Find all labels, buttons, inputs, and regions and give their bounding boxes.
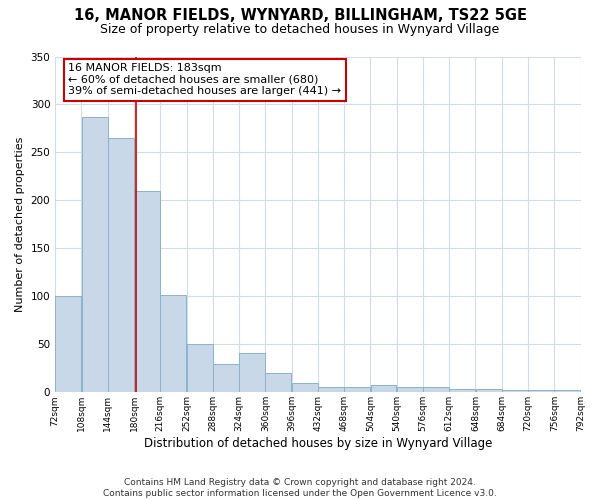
- Bar: [344, 388, 370, 392]
- Bar: [55, 296, 81, 392]
- Bar: [187, 344, 212, 393]
- Text: Size of property relative to detached houses in Wynyard Village: Size of property relative to detached ho…: [100, 22, 500, 36]
- Text: 16, MANOR FIELDS, WYNYARD, BILLINGHAM, TS22 5GE: 16, MANOR FIELDS, WYNYARD, BILLINGHAM, T…: [74, 8, 527, 22]
- Bar: [213, 364, 239, 392]
- Text: Contains HM Land Registry data © Crown copyright and database right 2024.
Contai: Contains HM Land Registry data © Crown c…: [103, 478, 497, 498]
- Bar: [502, 390, 528, 392]
- Bar: [318, 388, 344, 392]
- X-axis label: Distribution of detached houses by size in Wynyard Village: Distribution of detached houses by size …: [143, 437, 492, 450]
- Bar: [239, 353, 265, 393]
- Bar: [528, 390, 554, 392]
- Bar: [108, 138, 134, 392]
- Bar: [423, 388, 449, 392]
- Bar: [397, 388, 423, 392]
- Bar: [134, 191, 160, 392]
- Bar: [476, 390, 502, 392]
- Y-axis label: Number of detached properties: Number of detached properties: [15, 136, 25, 312]
- Text: 16 MANOR FIELDS: 183sqm
← 60% of detached houses are smaller (680)
39% of semi-d: 16 MANOR FIELDS: 183sqm ← 60% of detache…: [68, 63, 341, 96]
- Bar: [265, 373, 292, 392]
- Bar: [449, 390, 475, 392]
- Bar: [371, 384, 397, 392]
- Bar: [292, 382, 317, 392]
- Bar: [554, 390, 580, 392]
- Bar: [82, 117, 107, 392]
- Bar: [160, 296, 187, 392]
